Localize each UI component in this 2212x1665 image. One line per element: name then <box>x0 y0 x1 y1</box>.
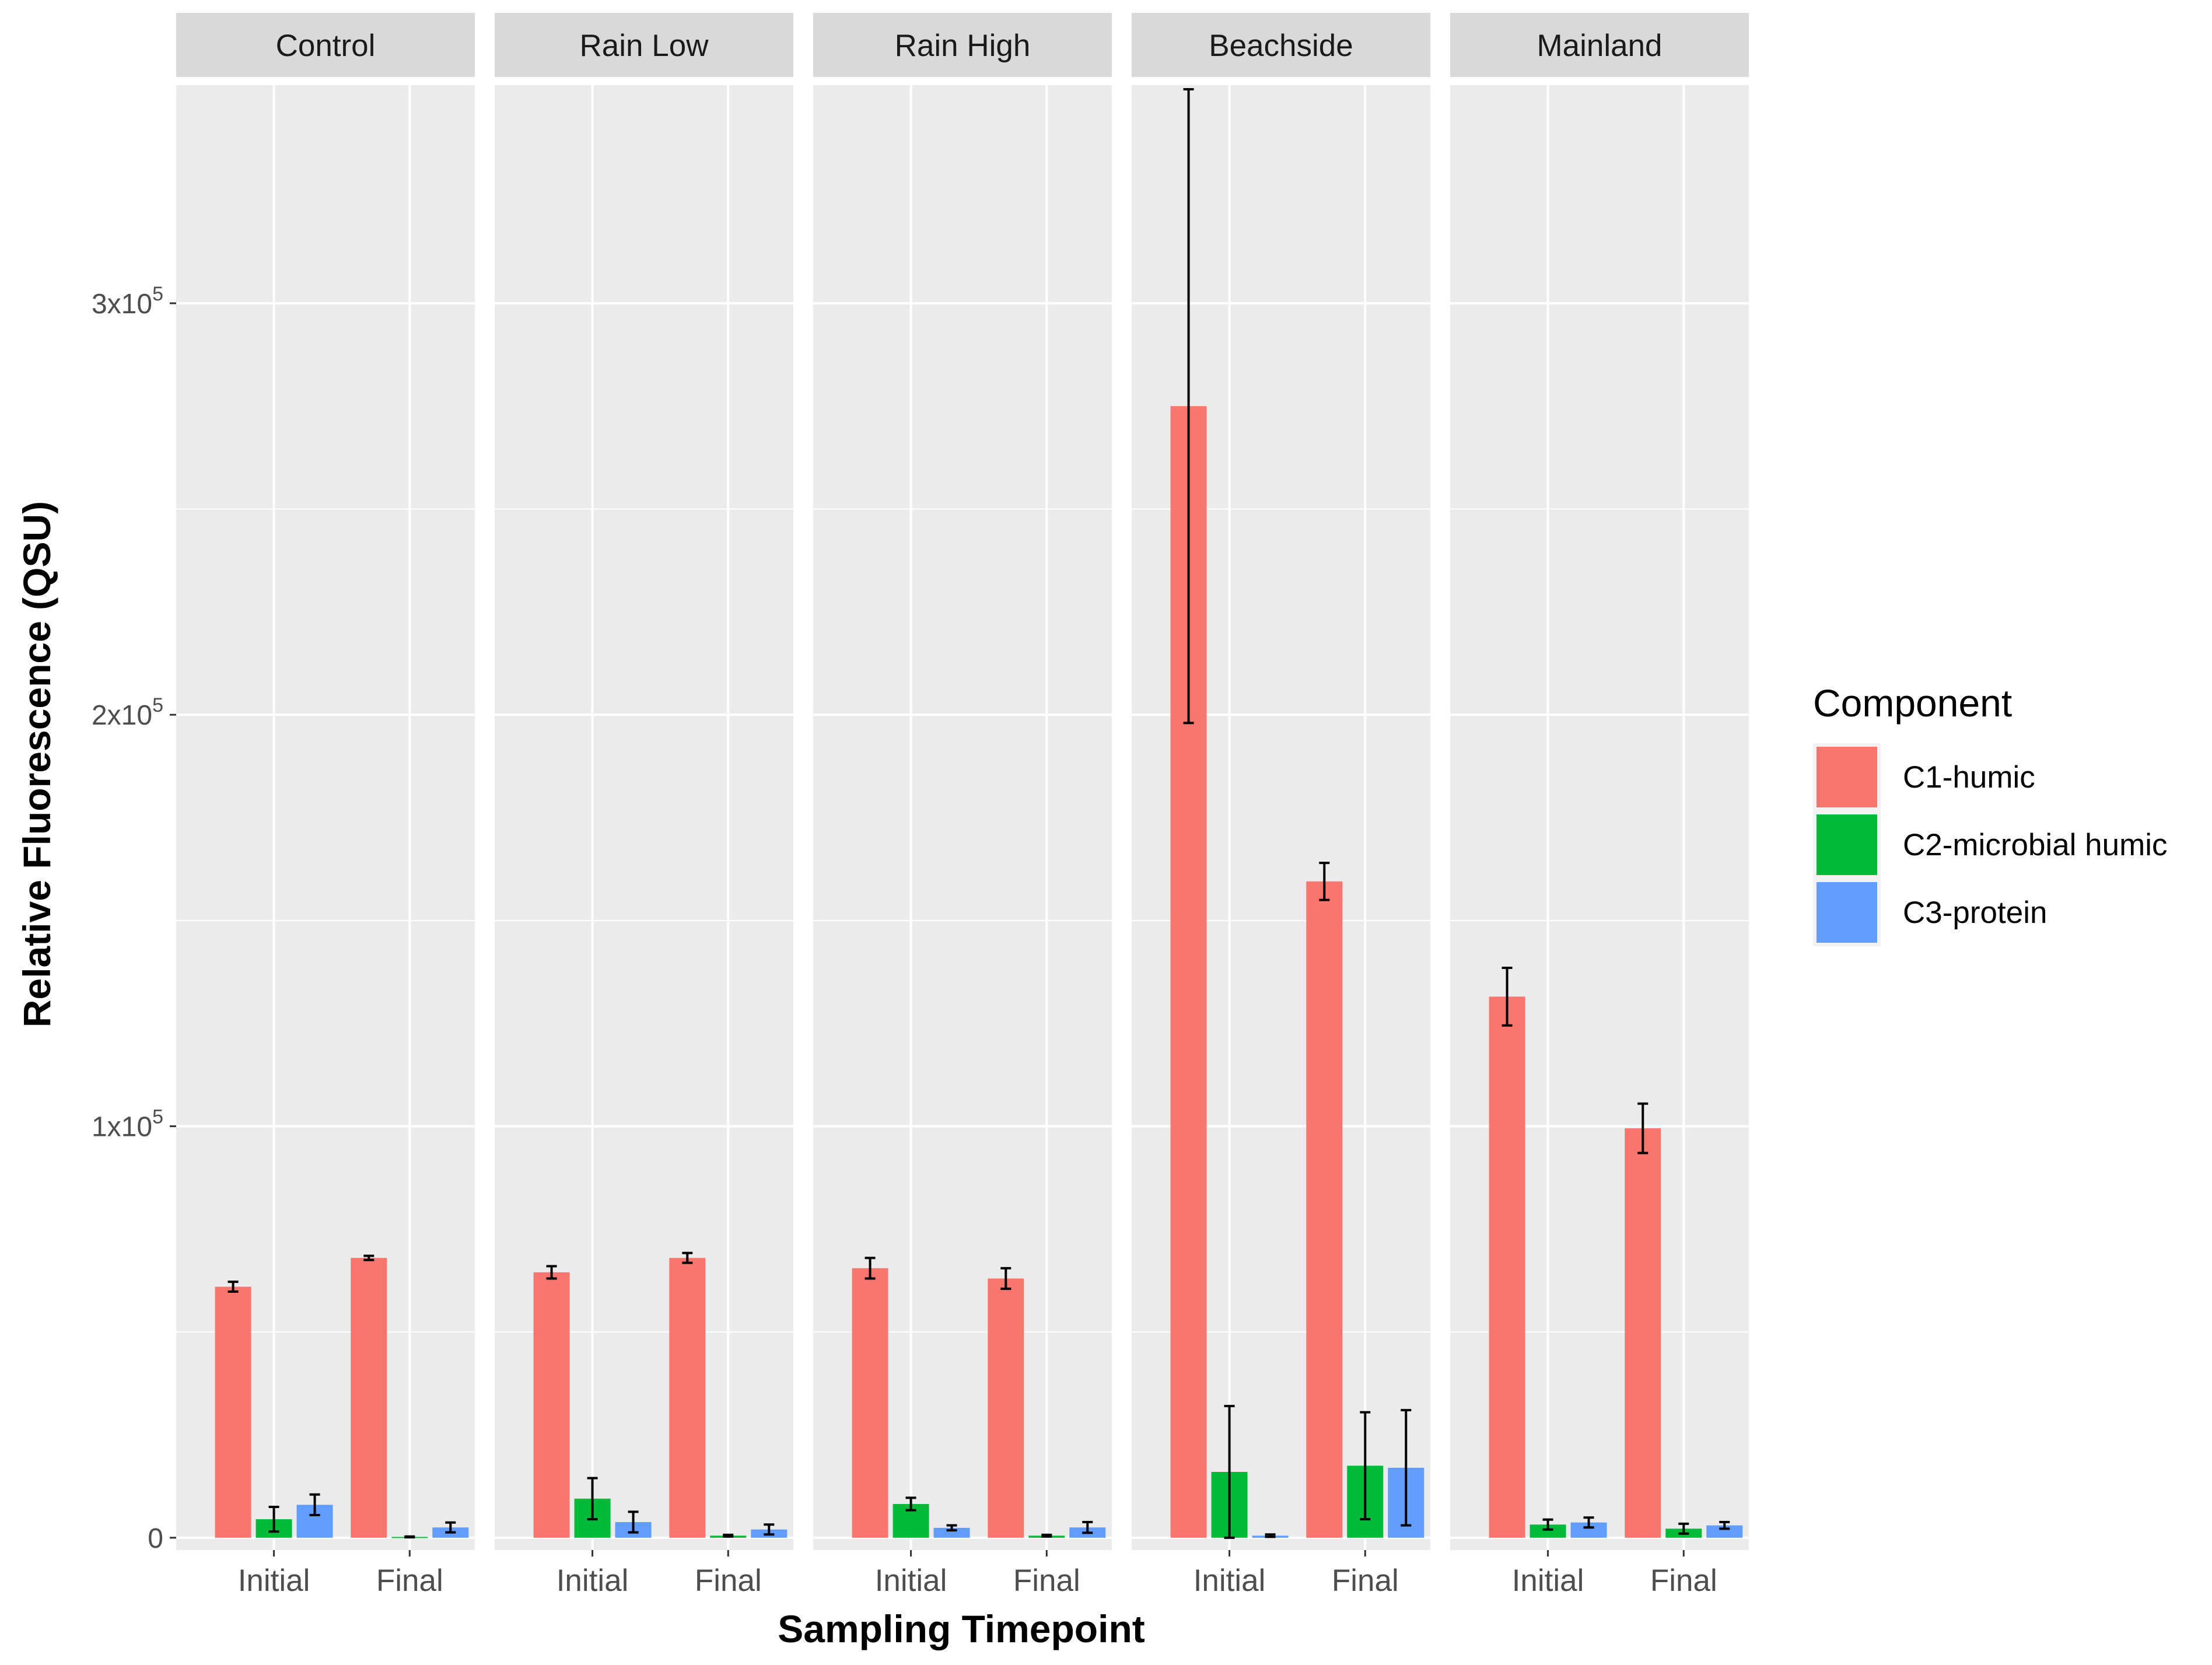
error-bar <box>268 1505 279 1533</box>
error-bar <box>1265 1533 1276 1538</box>
facet-strip-label: Rain High <box>895 29 1031 63</box>
bar-rain-high-initial-c1-humic <box>852 1268 888 1538</box>
error-bar <box>1637 1102 1648 1155</box>
error-bar <box>1000 1267 1012 1290</box>
error-bar <box>946 1524 957 1532</box>
x-axis-title: Sampling Timepoint <box>778 1607 1145 1650</box>
x-tick-label: Final <box>1332 1563 1399 1598</box>
error-bar <box>1678 1522 1689 1535</box>
bar-beachside-final-c1-humic <box>1306 881 1343 1538</box>
legend-label: C1-humic <box>1903 760 2035 795</box>
facet-strip-label: Beachside <box>1209 29 1353 63</box>
facet-strip-label: Control <box>276 29 376 63</box>
facet-strip-label: Mainland <box>1536 29 1662 63</box>
legend-swatch <box>1817 814 1877 875</box>
error-bar <box>1082 1521 1093 1534</box>
bar-rain-high-initial-c3-protein <box>933 1527 970 1538</box>
error-bar <box>1719 1521 1730 1530</box>
facet-strip <box>813 13 1112 77</box>
facet-strip <box>495 13 793 77</box>
facet-panel-rain-high: Rain High Initial Final <box>813 13 1112 1598</box>
bar-rain-low-initial-c1-humic <box>533 1272 570 1538</box>
error-bar <box>764 1523 775 1536</box>
error-bar <box>905 1496 916 1512</box>
error-bar <box>309 1493 320 1517</box>
error-bar <box>1041 1533 1052 1538</box>
error-bar <box>1183 88 1194 725</box>
facet-panel-rain-low: Rain Low Initial Final <box>495 13 793 1598</box>
bar-mainland-initial-c1-humic <box>1489 996 1525 1538</box>
facet-panel-beachside: Beachside Initial Final <box>1132 13 1430 1598</box>
legend-swatch <box>1817 882 1877 943</box>
error-bar <box>1401 1409 1412 1527</box>
legend-item-c2-microbial-humic: C2-microbial humic <box>1813 811 2168 879</box>
error-bar <box>1502 966 1513 1027</box>
x-tick-label: Final <box>1013 1563 1080 1598</box>
facet-strip <box>1132 13 1430 77</box>
legend-label: C3-protein <box>1903 896 2047 930</box>
y-tick-label: 0 <box>148 1523 163 1554</box>
x-tick-label: Initial <box>238 1563 310 1598</box>
error-bar <box>587 1477 598 1521</box>
facet-strip <box>1450 13 1749 77</box>
y-tick-label: 2x105 <box>92 694 163 731</box>
x-tick-label: Initial <box>875 1563 947 1598</box>
legend: Component C1-humic C2-microbial humic C3-pr… <box>1813 681 2168 946</box>
x-tick-label: Final <box>376 1563 443 1598</box>
y-axis-title: Relative Fluorescence (QSU) <box>15 501 58 1027</box>
bar-rain-low-final-c1-humic <box>669 1258 706 1538</box>
error-bar <box>546 1265 557 1280</box>
legend-item-c3-protein: C3-protein <box>1813 879 2047 946</box>
error-bar <box>723 1533 734 1538</box>
legend-swatch <box>1817 747 1877 807</box>
error-bar <box>864 1257 876 1280</box>
bar-mainland-initial-c2-microbial-humic <box>1530 1524 1566 1538</box>
x-tick-label: Initial <box>556 1563 629 1598</box>
error-bar <box>1583 1516 1594 1529</box>
x-tick-label: Initial <box>1194 1563 1266 1598</box>
legend-title: Component <box>1813 681 2012 725</box>
y-axis: 0 1x105 2x105 3x105 <box>92 283 176 1554</box>
error-bar <box>363 1254 374 1261</box>
error-bar <box>228 1281 239 1293</box>
error-bar <box>1360 1411 1371 1521</box>
facet-panel-control: Control Initial Final <box>176 13 475 1598</box>
x-tick-label: Initial <box>1512 1563 1584 1598</box>
legend-item-c1-humic: C1-humic <box>1813 743 2035 811</box>
bar-mainland-final-c3-protein <box>1706 1525 1743 1538</box>
x-tick-label: Final <box>695 1563 762 1598</box>
x-tick-label: Final <box>1650 1563 1717 1598</box>
legend-label: C2-microbial humic <box>1903 828 2168 862</box>
facet-panel-mainland: Mainland Initial Final <box>1450 13 1749 1598</box>
error-bar <box>682 1251 693 1264</box>
error-bar <box>1319 862 1330 901</box>
bar-control-initial-c1-humic <box>215 1286 251 1538</box>
error-bar <box>628 1510 639 1534</box>
bar-control-final-c1-humic <box>351 1258 387 1538</box>
y-tick-label: 3x105 <box>92 283 163 320</box>
bar-mainland-final-c1-humic <box>1625 1128 1661 1538</box>
error-bar <box>1224 1405 1235 1539</box>
y-tick-label: 1x105 <box>92 1106 163 1143</box>
facet-strip-label: Rain Low <box>580 29 709 63</box>
error-bar <box>1542 1518 1553 1531</box>
facet-strip <box>176 13 475 77</box>
bar-rain-high-final-c1-humic <box>988 1278 1024 1538</box>
error-bar <box>445 1521 456 1534</box>
